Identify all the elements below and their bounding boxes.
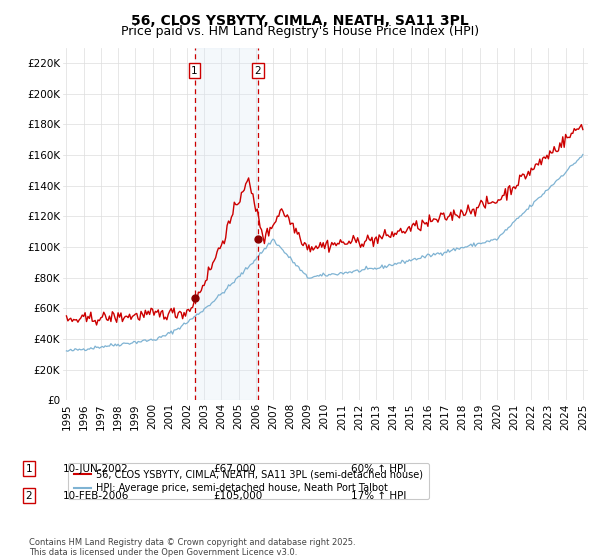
Bar — [194, 48, 258, 400]
Text: 2: 2 — [254, 66, 261, 76]
Text: 60% ↑ HPI: 60% ↑ HPI — [351, 464, 406, 474]
Text: 10-FEB-2006: 10-FEB-2006 — [63, 491, 130, 501]
Text: £105,000: £105,000 — [213, 491, 262, 501]
Text: 2: 2 — [25, 491, 32, 501]
Text: Contains HM Land Registry data © Crown copyright and database right 2025.
This d: Contains HM Land Registry data © Crown c… — [29, 538, 355, 557]
Text: 17% ↑ HPI: 17% ↑ HPI — [351, 491, 406, 501]
Text: Price paid vs. HM Land Registry's House Price Index (HPI): Price paid vs. HM Land Registry's House … — [121, 25, 479, 38]
Text: 10-JUN-2002: 10-JUN-2002 — [63, 464, 129, 474]
Text: 56, CLOS YSBYTY, CIMLA, NEATH, SA11 3PL: 56, CLOS YSBYTY, CIMLA, NEATH, SA11 3PL — [131, 14, 469, 28]
Text: 1: 1 — [25, 464, 32, 474]
Legend: 56, CLOS YSBYTY, CIMLA, NEATH, SA11 3PL (semi-detached house), HPI: Average pric: 56, CLOS YSBYTY, CIMLA, NEATH, SA11 3PL … — [68, 464, 429, 499]
Text: £67,000: £67,000 — [213, 464, 256, 474]
Text: 1: 1 — [191, 66, 198, 76]
